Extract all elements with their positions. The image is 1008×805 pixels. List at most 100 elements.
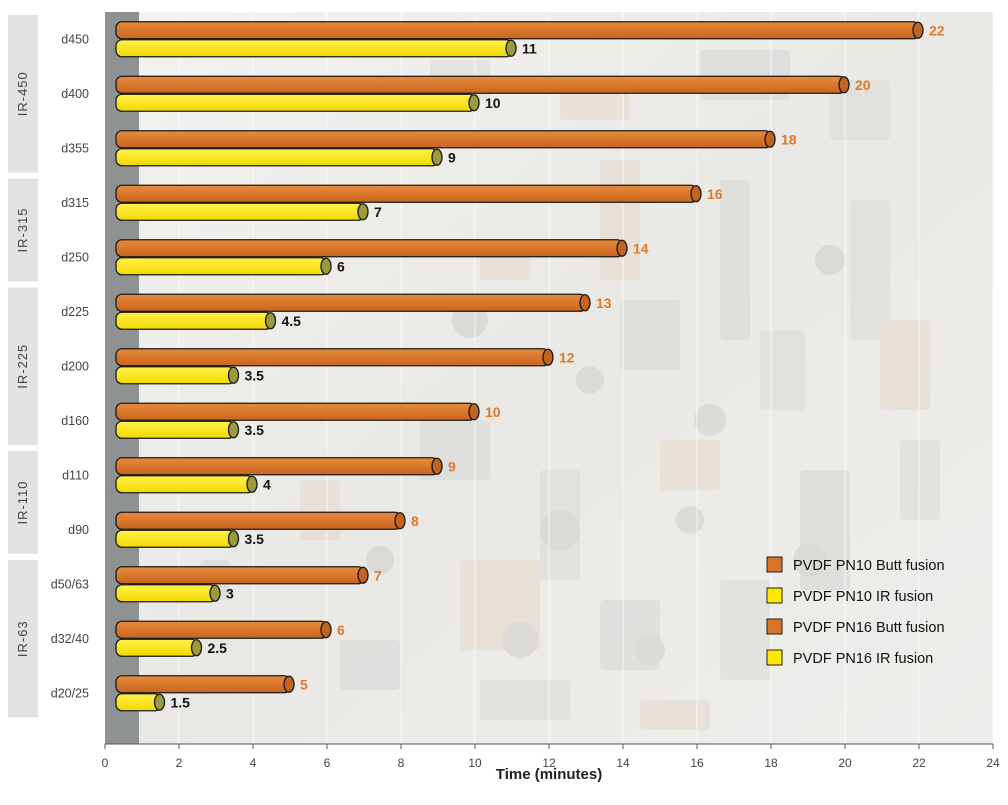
butt-fusion-value-label: 5: [300, 676, 308, 692]
ir-fusion-value-label: 11: [522, 40, 537, 56]
bar-end-cap: [579, 294, 591, 312]
butt-fusion-bar: [115, 511, 402, 530]
decor-shape: [660, 440, 720, 490]
decor-wheel: [540, 510, 580, 550]
x-tick-label: 22: [912, 756, 926, 770]
group-label: IR-110: [15, 480, 30, 524]
ir-fusion-value-label: 4.5: [282, 313, 302, 329]
ir-fusion-bar: [115, 311, 273, 330]
butt-fusion-value-label: 13: [596, 295, 612, 311]
ir-fusion-value-label: 3: [226, 585, 234, 601]
x-tick-label: 14: [616, 756, 630, 770]
ir-fusion-bar: [115, 638, 199, 657]
legend-label: PVDF PN16 IR fusion: [793, 651, 933, 667]
bar-end-cap: [153, 693, 166, 711]
ir-fusion-value-label: 9: [448, 149, 456, 165]
bar-end-cap: [357, 566, 369, 584]
category-label: d90: [68, 523, 89, 537]
ir-fusion-value-label: 3.5: [245, 422, 265, 438]
legend-label: PVDF PN16 Butt fusion: [793, 620, 945, 636]
x-tick-label: 4: [250, 756, 257, 770]
ir-fusion-value-label: 7: [374, 204, 382, 220]
bar-end-cap: [190, 639, 203, 657]
ir-fusion-bar: [115, 257, 328, 276]
category-label: d160: [61, 414, 89, 428]
category-label: d200: [61, 359, 89, 373]
x-tick-label: 18: [764, 756, 778, 770]
decor-shape: [300, 480, 340, 540]
bars: 22 11 20 10 18 9 16 7 14 6 13 4.5 12 3.5 10 3.5 9 4 8 3.5 7 3…: [115, 21, 945, 712]
ir-fusion-value-label: 3.5: [245, 367, 265, 383]
group-label: IR-63: [15, 620, 30, 657]
legend: PVDF PN10 Butt fusion PVDF PN10 IR fusion…: [766, 556, 945, 667]
decor-shape: [850, 200, 890, 340]
ir-fusion-bar: [115, 475, 254, 494]
legend-label: PVDF PN10 IR fusion: [793, 589, 933, 605]
butt-fusion-value-label: 22: [929, 22, 945, 38]
legend-swatch: [766, 618, 783, 635]
decor-wheel: [635, 635, 665, 665]
butt-fusion-value-label: 8: [411, 513, 419, 529]
category-label: d225: [61, 305, 89, 319]
group-panel: [8, 15, 38, 173]
legend-swatch: [766, 587, 783, 604]
bar-end-cap: [912, 21, 924, 39]
category-label: d110: [62, 468, 89, 482]
bar-end-cap: [320, 257, 332, 275]
bar-end-cap: [690, 185, 702, 203]
bar-end-cap: [357, 203, 369, 221]
x-tick-label: 24: [986, 756, 1000, 770]
ir-fusion-bar: [115, 420, 236, 439]
group-panel: [8, 178, 38, 282]
decor-shape: [620, 300, 680, 370]
butt-fusion-bar: [115, 75, 846, 94]
category-label: d450: [61, 32, 89, 46]
group-label: IR-315: [15, 207, 30, 252]
decor-shape: [880, 320, 930, 410]
butt-fusion-value-label: 18: [781, 131, 797, 147]
decor-shape: [480, 680, 570, 720]
x-tick-label: 2: [176, 756, 183, 770]
x-tick-label: 6: [324, 756, 331, 770]
bar-end-cap: [320, 621, 332, 639]
bar-end-cap: [431, 457, 443, 475]
bar-end-cap: [468, 94, 480, 112]
ir-fusion-bar: [115, 148, 439, 167]
ir-fusion-value-label: 10: [485, 95, 501, 111]
decor-shape: [720, 580, 770, 680]
bar-end-cap: [283, 675, 295, 693]
category-label: d32/40: [51, 632, 89, 646]
butt-fusion-bar: [115, 348, 550, 367]
legend-swatch: [766, 556, 783, 573]
bar-end-cap: [227, 366, 240, 384]
butt-fusion-bar: [115, 293, 587, 312]
category-label: d400: [61, 87, 89, 101]
x-tick-label: 8: [398, 756, 405, 770]
butt-fusion-value-label: 6: [337, 622, 345, 638]
bar-end-cap: [264, 312, 277, 330]
bar-end-cap: [542, 348, 554, 366]
group-label: IR-450: [15, 71, 30, 116]
category-label: d50/63: [51, 577, 89, 591]
ir-fusion-bar: [115, 693, 162, 712]
x-ticks: 0 2 4 6 8 10 12 14 16 18 20 22 24: [102, 744, 1000, 770]
group-label: IR-225: [15, 344, 30, 389]
group-labels: IR-450 IR-315 IR-225 IR-110 IR-63: [8, 15, 38, 718]
bar-end-cap: [246, 475, 258, 493]
butt-fusion-value-label: 7: [374, 567, 382, 583]
butt-fusion-value-label: 10: [485, 404, 501, 420]
decor-shape: [600, 160, 640, 280]
group-panel: [8, 287, 38, 445]
x-tick-label: 0: [102, 756, 109, 770]
ir-fusion-value-label: 2.5: [208, 640, 228, 656]
bar-end-cap: [431, 148, 443, 166]
butt-fusion-value-label: 16: [707, 186, 723, 202]
decor-shape: [720, 180, 750, 340]
decor-shape: [760, 330, 805, 410]
x-tick-label: 12: [542, 756, 556, 770]
x-tick-label: 20: [838, 756, 852, 770]
bar-end-cap: [227, 530, 240, 548]
butt-fusion-bar: [115, 402, 476, 421]
ir-fusion-bar: [115, 39, 513, 58]
